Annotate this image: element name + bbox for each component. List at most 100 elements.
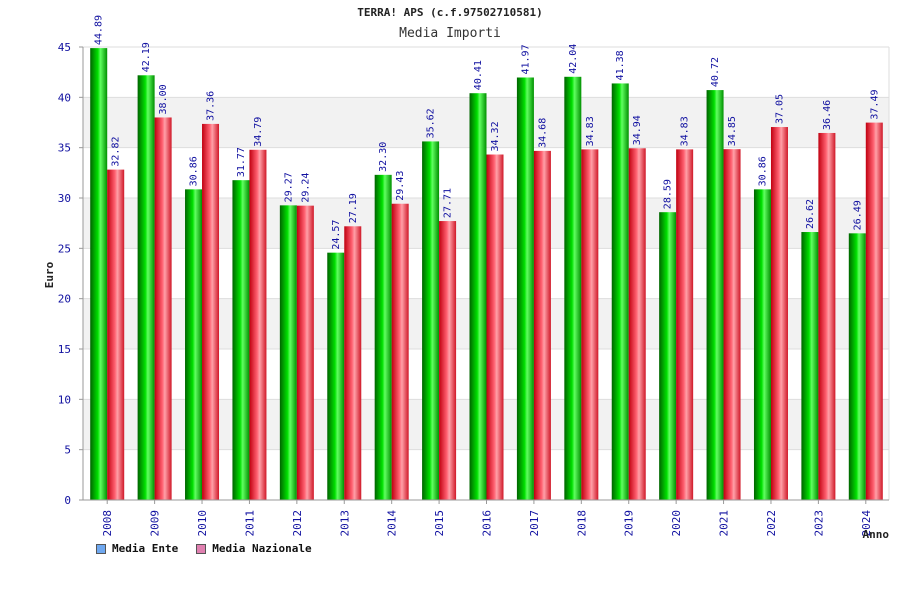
bar-media-ente (611, 83, 629, 500)
bar-media-nazionale (296, 205, 314, 500)
legend-label-media-ente: Media Ente (112, 542, 179, 555)
x-tick-label: 2014 (386, 510, 399, 537)
bar-media-nazionale (865, 122, 883, 500)
x-tick-label: 2023 (812, 510, 825, 537)
bar-media-ente (659, 212, 677, 500)
data-label: 34.83 (585, 116, 596, 146)
data-label: 34.32 (490, 121, 501, 151)
bar-media-ente (374, 174, 392, 500)
data-label: 32.30 (378, 142, 389, 172)
x-tick-label: 2009 (149, 510, 162, 537)
data-label: 44.89 (94, 15, 105, 45)
x-tick-label: 2010 (196, 510, 209, 537)
bar-media-ente (801, 232, 819, 500)
bar-media-nazionale (154, 117, 172, 500)
x-tick-label: 2018 (575, 510, 588, 537)
x-tick-label: 2012 (291, 510, 304, 537)
y-tick-label: 0 (64, 494, 71, 507)
x-tick-label: 2017 (528, 510, 541, 537)
x-axis-ticks: 2008 2009 2010 2011 2012 2013 2014 2015 2016 2017… (101, 500, 873, 537)
data-label: 40.41 (473, 60, 484, 90)
legend-label-media-nazionale: Media Nazionale (212, 542, 312, 555)
data-label: 29.27 (283, 172, 294, 202)
bar-media-nazionale (628, 148, 646, 500)
y-tick-label: 35 (58, 142, 71, 155)
bar-media-ente (90, 48, 108, 501)
bar-media-nazionale (107, 169, 125, 500)
x-tick-label: 2022 (765, 510, 778, 537)
y-tick-label: 10 (58, 393, 71, 406)
bar-media-nazionale (818, 132, 836, 500)
bar-media-ente (185, 189, 203, 501)
data-label: 34.68 (537, 118, 548, 148)
data-label: 35.62 (426, 108, 437, 138)
x-tick-label: 2024 (860, 510, 873, 537)
x-tick-label: 2013 (338, 510, 351, 537)
bar-media-ente (848, 233, 866, 501)
x-tick-label: 2019 (623, 510, 636, 537)
bar-media-ente (137, 75, 155, 501)
data-label: 37.05 (774, 94, 785, 124)
bar-media-nazionale (249, 149, 267, 500)
bars-group (90, 48, 883, 501)
y-tick-label: 20 (58, 293, 71, 306)
x-tick-label: 2016 (481, 510, 494, 537)
bar-media-ente (469, 93, 487, 501)
data-label: 29.24 (300, 173, 311, 203)
bar-media-nazionale (439, 221, 457, 500)
data-label: 30.86 (757, 156, 768, 186)
legend-item-media-nazionale: Media Nazionale (196, 542, 312, 555)
bar-media-ente (422, 141, 440, 500)
bar-media-ente (279, 205, 297, 500)
bar-media-ente (327, 252, 345, 500)
data-label: 26.49 (852, 200, 863, 230)
bar-media-nazionale (581, 149, 599, 501)
data-label: 27.19 (348, 193, 359, 223)
data-label: 30.86 (189, 156, 200, 186)
legend: Media Ente Media Nazionale (96, 542, 312, 555)
data-label: 32.82 (111, 137, 122, 167)
data-label: 27.71 (443, 188, 454, 218)
chart-title: TERRA! APS (c.f.97502710581) (357, 6, 542, 19)
bar-media-nazionale (770, 127, 788, 500)
data-label: 28.59 (663, 179, 674, 209)
data-label: 42.04 (568, 44, 579, 74)
y-tick-label: 25 (58, 242, 71, 255)
legend-item-media-ente: Media Ente (96, 542, 178, 555)
data-label: 41.38 (615, 50, 626, 80)
y-tick-label: 45 (58, 41, 71, 54)
x-tick-label: 2021 (718, 510, 731, 537)
bar-media-nazionale (533, 150, 551, 500)
bar-media-nazionale (391, 203, 409, 500)
bar-media-ente (706, 90, 724, 501)
chart-subtitle: Media Importi (399, 26, 501, 41)
data-label: 34.83 (680, 116, 691, 146)
data-label: 34.94 (632, 115, 643, 145)
data-labels-group: 44.89 32.82 42.19 38.00 30.86 37.36 31.77 34.79… (94, 15, 881, 250)
x-tick-label: 2008 (101, 510, 114, 537)
data-label: 24.57 (331, 220, 342, 250)
data-label: 31.77 (236, 147, 247, 177)
data-label: 42.19 (141, 42, 152, 72)
legend-swatch-media-nazionale (196, 543, 207, 554)
y-axis-label: Euro (43, 261, 56, 288)
bar-media-ente (516, 77, 534, 500)
data-label: 26.62 (805, 199, 816, 229)
data-label: 40.72 (710, 57, 721, 87)
y-tick-label: 30 (58, 192, 71, 205)
bar-media-ente (753, 189, 771, 501)
data-label: 37.36 (206, 91, 217, 121)
bar-media-nazionale (486, 154, 504, 500)
data-label: 41.97 (520, 44, 531, 74)
bar-media-ente (564, 76, 582, 500)
data-label: 34.85 (727, 116, 738, 146)
bar-media-nazionale (202, 123, 220, 500)
legend-swatch-media-ente (96, 543, 106, 554)
x-tick-label: 2015 (433, 510, 446, 537)
bar-media-nazionale (676, 149, 694, 501)
y-tick-label: 40 (58, 91, 71, 104)
data-label: 37.49 (869, 89, 880, 119)
y-tick-label: 5 (64, 444, 71, 457)
y-axis-ticks: 0 5 10 15 20 25 30 35 40 45 (58, 41, 83, 507)
